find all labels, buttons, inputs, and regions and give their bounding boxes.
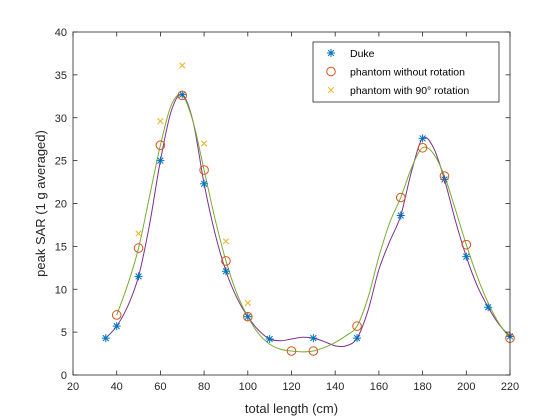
series-1-point [112, 322, 121, 331]
legend: Duke phantom without rotation phantom with… [312, 41, 500, 103]
legend-label-2: phantom without rotation [350, 67, 465, 79]
axes: 20 40 60 80 100 120 140 160 180 200 220 0 5 10 15 20 25 3… [55, 27, 519, 393]
series-2-point [395, 192, 406, 203]
series-1-point [484, 303, 493, 312]
series-1-point [156, 156, 165, 165]
series-1-point [200, 179, 209, 188]
series-1-point [221, 267, 230, 276]
legend-marker-2 [326, 66, 336, 77]
x-tick-label: 100 [239, 381, 257, 393]
x-tick-label: 20 [67, 381, 79, 393]
y-tick-label: 40 [55, 27, 67, 39]
y-tick-label: 0 [61, 370, 67, 382]
x-axis-label: total length (cm) [245, 401, 338, 416]
series-3-point [157, 118, 164, 125]
y-tick-label: 35 [55, 70, 67, 82]
x-tick-label: 160 [370, 381, 388, 393]
y-tick-label: 10 [55, 284, 67, 296]
series-1-point [101, 334, 110, 343]
x-tick-label: 40 [111, 381, 123, 393]
series-1-point [265, 334, 274, 343]
series-1-point [309, 334, 318, 343]
series-2-point [199, 165, 209, 175]
series-1-point [243, 312, 252, 321]
legend-marker-1 [327, 49, 335, 57]
series-2-point [133, 243, 144, 253]
legend-box [312, 41, 500, 103]
x-tick-label: 120 [282, 381, 300, 393]
y-tick-label: 20 [55, 199, 67, 211]
series-1-point [134, 272, 143, 281]
fit-curve-1 [105, 93, 511, 348]
x-tick-label: 220 [501, 381, 519, 393]
series-2-point [461, 239, 472, 250]
series-2-point [439, 171, 450, 181]
series-3-point [135, 230, 142, 237]
x-tick-label: 180 [413, 381, 431, 393]
series-1-point [178, 90, 187, 99]
y-tick-label: 30 [55, 113, 67, 125]
x-tick-label: 60 [154, 381, 166, 393]
legend-marker-3 [327, 86, 335, 94]
x-tick-label: 200 [457, 381, 475, 393]
series-2-point [352, 321, 362, 331]
series-2-point [111, 310, 122, 320]
y-tick-label: 15 [55, 241, 67, 253]
legend-label-1: Duke [350, 48, 375, 60]
y-tick-label: 5 [61, 327, 67, 339]
legend-label-3: phantom with 90° rotation [350, 85, 469, 97]
series-1-point [418, 134, 427, 143]
series-1-point [353, 334, 362, 343]
x-tick-label: 140 [326, 381, 344, 393]
series-3-point [179, 62, 186, 69]
y-axis-label: peak SAR (1 g averaged) [33, 130, 48, 277]
series-2-point [221, 256, 231, 266]
series-2-point [155, 140, 166, 150]
x-tick-label: 80 [198, 381, 210, 393]
series-3-point [200, 140, 208, 147]
series-2-point [417, 142, 428, 153]
series-2-point [243, 311, 253, 322]
series-2-point [286, 346, 297, 356]
series-1-point [462, 252, 471, 261]
series-2-point [308, 346, 319, 356]
series-3-point [222, 238, 230, 245]
series-3-point [244, 299, 251, 307]
series-2-point [177, 90, 188, 101]
series-1-point [396, 211, 405, 220]
y-tick-label: 25 [55, 156, 67, 168]
